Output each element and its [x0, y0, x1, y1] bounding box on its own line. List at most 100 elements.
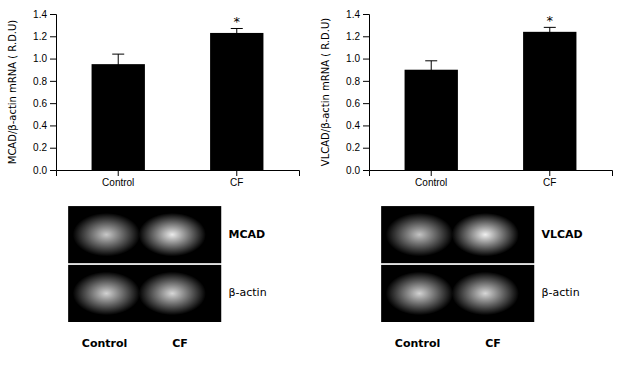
plot-area	[92, 28, 264, 170]
gel-lane-label: Control	[82, 337, 127, 350]
y-tick-label: 1.4	[33, 9, 47, 20]
x-tick-label: CF	[230, 177, 243, 188]
y-tick-mark	[363, 170, 369, 171]
gel-background	[68, 265, 221, 322]
gel-label: β-actin	[229, 286, 267, 299]
bar-panel: 0.00.20.40.60.81.01.21.4ControlCFMCAD/β-…	[7, 9, 300, 188]
y-tick-mark	[50, 125, 56, 126]
y-tick: 0.6	[33, 98, 56, 109]
y-tick-label: 0.8	[346, 76, 360, 87]
gel-band	[73, 213, 140, 256]
y-tick-label: 0.4	[33, 120, 47, 131]
y-axis-line	[50, 15, 57, 171]
y-tick-mark	[50, 81, 56, 82]
error-bar	[112, 54, 124, 74]
y-tick-mark	[50, 103, 56, 104]
gel-band	[386, 213, 453, 256]
gel-background	[381, 206, 534, 263]
gel-band	[139, 272, 206, 315]
y-tick: 1.2	[33, 31, 56, 42]
gel-panel: MCAD β-actin Control CF	[68, 206, 267, 350]
x-tick: CF	[230, 170, 243, 188]
y-tick-mark	[363, 103, 369, 104]
y-tick: 0.8	[346, 76, 369, 87]
y-axis-title: VLCAD/β-actin mRNA ( R.D.U)	[320, 18, 331, 166]
y-tick-label: 0.0	[33, 165, 47, 176]
plot-area	[405, 27, 577, 170]
y-tick-label: 1.2	[33, 31, 47, 42]
annotation: *	[234, 14, 241, 29]
y-tick-label: 0.6	[346, 98, 360, 109]
y-axis: 0.0 0.2 0.4 0.6 0.8 1.0 1.2 1.4	[33, 9, 56, 176]
y-tick: 0.2	[346, 142, 369, 153]
bar	[405, 70, 458, 170]
y-tick-mark	[50, 36, 56, 37]
x-tick-mark	[118, 170, 119, 176]
x-tick: CF	[543, 170, 556, 188]
y-tick: 1.4	[33, 9, 56, 20]
gel-lane-label: CF	[172, 337, 188, 350]
y-tick-label: 1.2	[346, 31, 360, 42]
gel-row	[68, 265, 221, 322]
y-tick-mark	[50, 170, 56, 171]
x-tick-mark	[549, 170, 550, 176]
y-tick-label: 1.0	[346, 53, 360, 64]
y-tick: 0.2	[33, 142, 56, 153]
gel-band	[73, 272, 140, 315]
gel-lane-label: Control	[395, 337, 440, 350]
x-axis: Control CF	[370, 170, 613, 188]
y-tick-mark	[50, 148, 56, 149]
gel-lane-label: CF	[485, 337, 501, 350]
y-tick: 0.4	[346, 120, 369, 131]
y-tick-mark	[363, 36, 369, 37]
y-tick: 0.0	[346, 165, 369, 176]
gel-label: MCAD	[229, 228, 266, 241]
y-axis: 0.0 0.2 0.4 0.6 0.8 1.0 1.2 1.4	[346, 9, 369, 176]
y-tick-label: 0.8	[33, 76, 47, 87]
gel-band	[452, 213, 519, 256]
y-tick: 1.0	[33, 53, 56, 64]
error-bar	[231, 28, 243, 37]
y-axis-line	[363, 15, 370, 171]
y-tick-label: 1.0	[33, 53, 47, 64]
y-tick: 1.4	[346, 9, 369, 20]
gel-background	[68, 206, 221, 263]
bar	[210, 33, 263, 170]
x-tick-label: CF	[543, 177, 556, 188]
y-tick: 0.0	[33, 165, 56, 176]
y-tick-mark	[363, 81, 369, 82]
gel-row	[381, 206, 534, 263]
x-axis-line	[370, 171, 613, 177]
y-tick: 0.6	[346, 98, 369, 109]
bar	[92, 64, 145, 170]
gel-label: β-actin	[542, 286, 580, 299]
y-tick-label: 0.0	[346, 165, 360, 176]
x-tick-mark	[236, 170, 237, 176]
y-tick-label: 0.6	[33, 98, 47, 109]
y-tick-label: 0.2	[346, 142, 360, 153]
y-tick: 0.4	[33, 120, 56, 131]
gel-band	[452, 272, 519, 315]
gel-panel: VLCAD β-actin Control CF	[381, 206, 583, 350]
figure: 0.00.20.40.60.81.01.21.4ControlCFMCAD/β-…	[0, 0, 626, 368]
x-tick-label: Control	[415, 177, 447, 188]
annotation: *	[547, 13, 554, 28]
gel-label: VLCAD	[542, 228, 583, 241]
x-axis: Control CF	[57, 170, 300, 188]
y-tick-label: 0.2	[33, 142, 47, 153]
y-tick-mark	[50, 59, 56, 60]
y-tick-label: 0.4	[346, 120, 360, 131]
gel-band	[386, 272, 453, 315]
y-tick-mark	[50, 14, 56, 15]
gel-row	[381, 265, 534, 322]
y-tick-mark	[363, 14, 369, 15]
x-tick: Control	[415, 170, 447, 188]
y-tick-mark	[363, 148, 369, 149]
error-bar	[425, 61, 437, 79]
gel-band	[139, 213, 206, 256]
gel-row	[68, 206, 221, 263]
x-tick-label: Control	[102, 177, 134, 188]
x-axis-line	[57, 171, 300, 177]
y-tick-mark	[363, 59, 369, 60]
x-tick-mark	[431, 170, 432, 176]
